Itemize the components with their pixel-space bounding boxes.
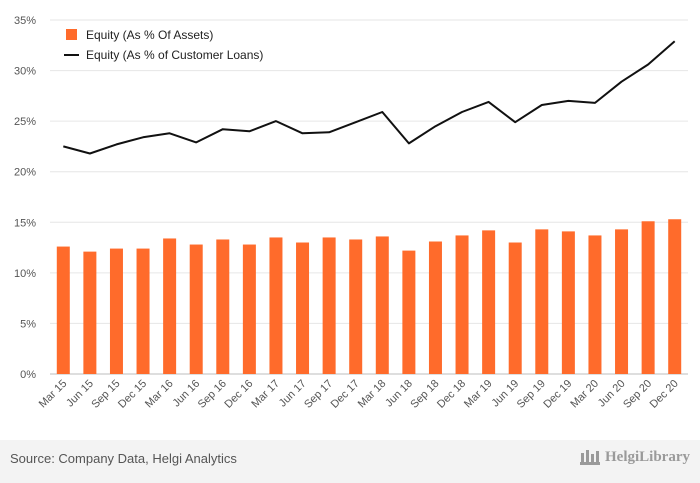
- x-tick-label: Dec 18: [435, 378, 468, 411]
- x-tick-label: Mar 18: [356, 378, 389, 411]
- bar: [269, 237, 283, 374]
- y-tick-label: 5%: [20, 318, 36, 330]
- x-tick-label: Mar 20: [568, 378, 601, 411]
- x-tick-label: Dec 16: [222, 378, 255, 411]
- bar: [535, 229, 549, 374]
- y-tick-label: 30%: [14, 66, 36, 78]
- x-tick-label: Sep 15: [89, 378, 122, 411]
- library-icon: [580, 450, 600, 465]
- source-text: Source: Company Data, Helgi Analytics: [10, 451, 237, 466]
- bar-series: [56, 219, 682, 374]
- series-line: [63, 40, 676, 155]
- y-tick-label: 0%: [20, 369, 36, 381]
- x-tick-label: Sep 17: [302, 378, 335, 411]
- footer: Source: Company Data, Helgi Analytics He…: [0, 440, 700, 483]
- bar: [375, 236, 389, 374]
- bar: [455, 235, 469, 374]
- x-tick-label: Sep 19: [515, 378, 548, 411]
- bar: [428, 241, 442, 374]
- y-tick-label: 10%: [14, 268, 36, 280]
- bar: [508, 242, 522, 374]
- x-tick-label: Sep 18: [408, 378, 441, 411]
- brand-name: HelgiLibrary: [605, 448, 690, 465]
- bar: [561, 231, 575, 374]
- bar: [296, 242, 310, 374]
- brand-logo: HelgiLibrary: [579, 448, 690, 466]
- x-tick-label: Dec 15: [116, 378, 149, 411]
- y-tick-label: 20%: [14, 167, 36, 179]
- legend-swatch-bar: [66, 29, 77, 40]
- legend-label-line: Equity (As % of Customer Loans): [86, 48, 263, 62]
- bar: [109, 248, 123, 374]
- x-tick-label: Dec 17: [329, 378, 362, 411]
- legend-label-bar: Equity (As % Of Assets): [86, 28, 213, 42]
- x-tick-label: Mar 17: [249, 378, 282, 411]
- y-tick-label: 25%: [14, 116, 36, 128]
- bar: [482, 230, 496, 374]
- gridlines: [50, 19, 688, 375]
- y-axis-ticks: 0% 5% 10% 15% 20% 25% 30% 35%: [14, 15, 36, 381]
- bar: [322, 237, 336, 374]
- bar: [83, 251, 97, 374]
- x-tick-label: Sep 16: [196, 378, 229, 411]
- bar: [242, 244, 256, 374]
- bar: [588, 235, 602, 374]
- x-tick-label: Dec 19: [541, 378, 574, 411]
- bar: [615, 229, 629, 374]
- x-tick-label: Mar 19: [462, 378, 495, 411]
- bar: [641, 221, 655, 374]
- y-tick-label: 15%: [14, 217, 36, 229]
- bar: [216, 239, 230, 374]
- bar: [349, 239, 363, 374]
- bar: [189, 244, 203, 374]
- x-tick-label: Mar 15: [37, 378, 70, 411]
- bar: [668, 219, 682, 374]
- bar: [136, 248, 150, 374]
- line-series: [63, 40, 676, 155]
- bar: [402, 250, 416, 374]
- bar: [56, 246, 70, 374]
- x-tick-label: Dec 20: [648, 378, 681, 411]
- x-tick-label: Sep 20: [621, 378, 654, 411]
- y-tick-label: 35%: [14, 15, 36, 27]
- legend: Equity (As % Of Assets) Equity (As % of …: [64, 28, 263, 62]
- bar: [163, 238, 177, 374]
- x-tick-label: Mar 16: [143, 378, 176, 411]
